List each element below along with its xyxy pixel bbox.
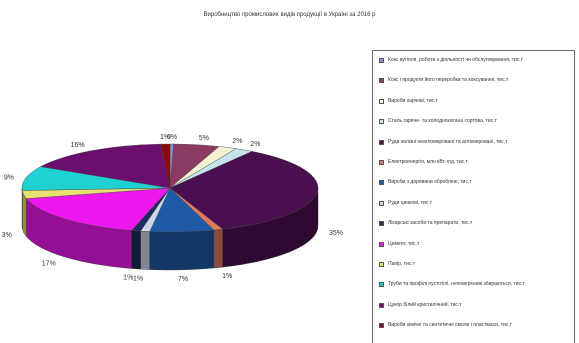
legend-swatch-10: [379, 261, 384, 267]
pie-slice-9: [25, 187, 171, 231]
legend-label-1: Кокс і продукти його переробки та коксув…: [388, 77, 509, 84]
legend-item-8: Лікарські засоби та препарати, тис.т: [379, 220, 570, 240]
legend-swatch-7: [379, 200, 384, 206]
pie-data-label-4: 35%: [329, 230, 343, 237]
legend-label-7: Руди цинкові, тис.т: [388, 199, 433, 206]
legend-item-7: Руди цинкові, тис.т: [379, 200, 570, 220]
legend-swatch-11: [379, 282, 384, 288]
legend-swatch-5: [379, 159, 384, 165]
pie-data-label-2: 2%: [232, 138, 242, 145]
legend-item-10: Папір, тис.т: [379, 261, 570, 281]
legend-item-5: Електроенергія, млн кВт·год, тис.т: [379, 159, 570, 179]
pie-data-label-10: 3%: [2, 232, 12, 239]
legend-label-3: Сталь гаряче- та холоднокатана сортова, …: [388, 118, 497, 125]
legend-label-4: Руди залізні неагломеровані та агломеров…: [388, 138, 508, 145]
pie-slice-12: [39, 143, 171, 189]
legend-item-2: Вироби харчові, тис.т: [379, 98, 570, 118]
pie-slice-13: [160, 143, 171, 189]
legend-item-4: Руди залізні неагломеровані та агломеров…: [379, 139, 570, 159]
legend-item-3: Сталь гаряче- та холоднокатана сортова, …: [379, 118, 570, 138]
legend-swatch-6: [379, 180, 384, 186]
legend-label-2: Вироби харчові, тис.т: [388, 97, 438, 104]
legend-label-5: Електроенергія, млн кВт·год, тис.т: [388, 158, 468, 165]
legend-swatch-0: [379, 58, 384, 63]
pie-labels: 0% 5% 2% 2%35%1%7%1%1%17%3%9%16%1%: [2, 134, 343, 283]
chart-title: Виробництво промислових видів продукції …: [203, 12, 376, 18]
pie-data-label-5: 1%: [222, 273, 232, 280]
legend-swatch-2: [379, 98, 384, 104]
pie-data-label-0: 0%: [167, 134, 177, 141]
legend-item-1: Кокс і продукти його переробки та коксув…: [379, 77, 570, 97]
pie-side-walls: [21, 187, 319, 271]
pie-data-label-13: 1%: [160, 134, 170, 141]
legend-item-9: Цемент, тис.т: [379, 241, 570, 261]
legend-label-12: Цукор білий кристалічний, тис.т: [388, 301, 462, 308]
pie-data-label-8: 1%: [123, 275, 133, 282]
legend-label-0: Кокс вугілля, роботи з діяльності чи обс…: [388, 57, 523, 63]
pie-data-label-7: 1%: [133, 275, 143, 282]
legend-swatch-9: [379, 241, 384, 247]
legend-swatch-13: [379, 323, 384, 329]
pie-slice-side-6: [149, 229, 214, 271]
legend-swatch-3: [379, 119, 384, 125]
pie-data-label-6: 7%: [178, 276, 188, 283]
pie-data-label-12: 16%: [71, 142, 85, 149]
pie-data-label-9: 17%: [42, 260, 56, 267]
legend-label-9: Цемент, тис.т: [388, 240, 420, 247]
pie-slice-11: [21, 166, 171, 191]
legend-swatch-12: [379, 302, 384, 308]
legend-swatch-4: [379, 139, 384, 145]
legend-item-13: Вироби хімічні та синтетичні смоли і пла…: [379, 322, 570, 342]
pie-slice-side-7: [140, 230, 150, 270]
pie-slice-tops: [21, 143, 319, 233]
legend-item-11: Труби та профілі пустотілі, неповерхневі…: [379, 281, 570, 301]
pie-slice-4: [169, 151, 319, 230]
pie-data-label-1: 5%: [199, 135, 209, 142]
legend-swatch-1: [379, 78, 384, 84]
legend-item-12: Цукор білий кристалічний, тис.т: [379, 302, 570, 322]
legend-item-0: Кокс вугілля, роботи з діяльності чи обс…: [379, 57, 570, 77]
legend-label-10: Папір, тис.т: [388, 260, 416, 267]
legend: Кокс вугілля, роботи з діяльності чи обс…: [372, 50, 575, 343]
legend-label-11: Труби та профілі пустотілі, неповерхневі…: [388, 281, 525, 288]
pie-slice-side-5: [213, 228, 223, 269]
legend-label-13: Вироби хімічні та синтетичні смоли і пла…: [388, 322, 512, 329]
legend-swatch-8: [379, 221, 384, 227]
pie-data-label-3: 2%: [250, 141, 260, 148]
legend-label-6: Вироби з деревини оброблені, тис.т: [388, 179, 472, 186]
legend-label-8: Лікарські засоби та препарати, тис.т: [388, 220, 473, 227]
legend-item-6: Вироби з деревини оброблені, тис.т: [379, 179, 570, 199]
pie-data-label-11: 9%: [4, 174, 14, 181]
pie-slice-side-8: [131, 230, 141, 270]
